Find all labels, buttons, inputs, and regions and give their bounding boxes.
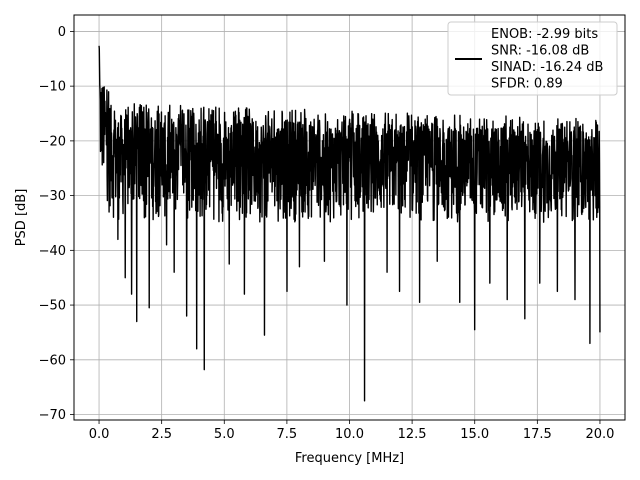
legend-entry: ENOB: -2.99 bits SNR: -16.08 dB SINAD: -16…: [491, 27, 603, 92]
x-tick-label: 5.0: [214, 427, 235, 442]
y-tick-label: −60: [39, 353, 66, 368]
psd-series-line: [98, 45, 601, 402]
y-axis-label: PSD [dB]: [14, 189, 29, 247]
y-tick-label: −50: [39, 299, 66, 314]
data-layer: [98, 45, 601, 402]
legend-line-0: ENOB: -2.99 bits: [491, 27, 598, 42]
x-tick-label: 12.5: [398, 427, 427, 442]
y-tick-label: −40: [39, 244, 66, 259]
legend-line-1: SNR: -16.08 dB: [491, 44, 589, 59]
x-tick-label: 15.0: [460, 427, 489, 442]
legend: ENOB: -2.99 bits SNR: -16.08 dB SINAD: -16…: [447, 21, 618, 96]
y-tick-label: −20: [39, 134, 66, 149]
x-tick-label: 2.5: [151, 427, 172, 442]
x-tick-label: 10.0: [335, 427, 364, 442]
x-tick-label: 0.0: [89, 427, 110, 442]
x-tick-label: 20.0: [585, 427, 614, 442]
y-tick-label: −10: [39, 80, 66, 95]
y-tick-label: 0: [58, 25, 66, 40]
y-tick-label: −70: [39, 408, 66, 423]
legend-line-2: SINAD: -16.24 dB: [491, 60, 603, 75]
legend-line-3: SFDR: 0.89: [491, 77, 563, 92]
x-axis-label: Frequency [MHz]: [295, 451, 404, 466]
x-tick-label: 7.5: [277, 427, 298, 442]
x-tick-label: 17.5: [523, 427, 552, 442]
ticks: 0.0 2.5 5.0 7.5 10.0 12.5 15.0 17.5 20.0 0 −10 −20 −…: [39, 25, 615, 442]
legend-box: [447, 21, 618, 96]
y-tick-label: −30: [39, 189, 66, 204]
